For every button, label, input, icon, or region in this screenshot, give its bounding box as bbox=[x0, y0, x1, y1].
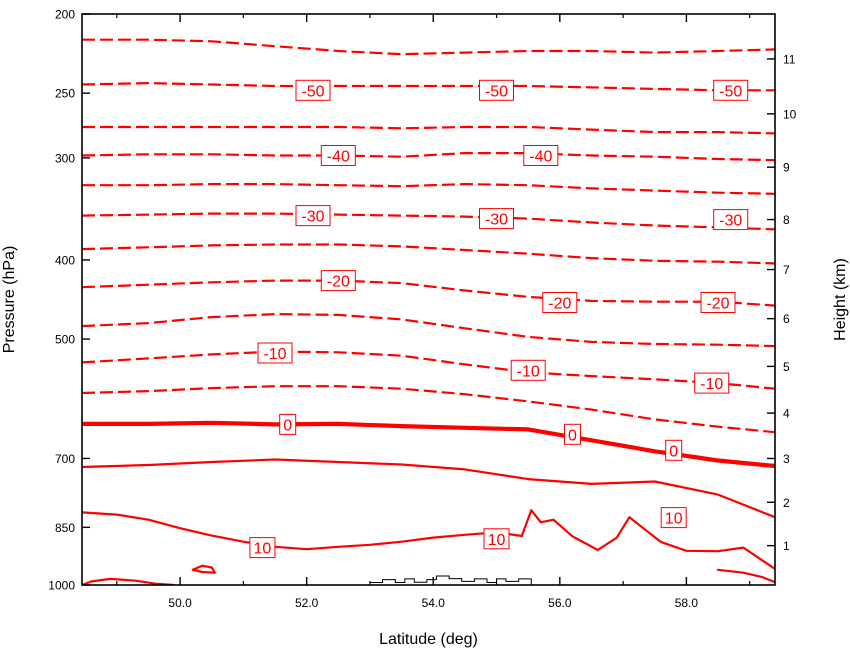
contour-line-6 bbox=[82, 243, 775, 265]
contour-label-box-5 bbox=[295, 205, 331, 227]
right-tick-label-3: 4 bbox=[783, 407, 790, 421]
contour-label-15: 0 bbox=[568, 427, 577, 444]
contour-label-box-15 bbox=[564, 423, 581, 445]
contour-label-box-16 bbox=[665, 439, 683, 461]
x-tick-label-0: 50.0 bbox=[168, 596, 192, 610]
right-tick-label-1: 2 bbox=[783, 496, 790, 510]
plot-area bbox=[82, 38, 775, 585]
contour-label-box-2 bbox=[713, 79, 749, 101]
contour-label-13: -10 bbox=[700, 376, 723, 393]
contour-label-17: 10 bbox=[254, 541, 272, 558]
y-tick-label-4: 500 bbox=[55, 333, 75, 347]
contour-label-8: -20 bbox=[327, 274, 350, 291]
x-axis-title: Latitude (deg) bbox=[379, 631, 478, 648]
contour-label-12: -10 bbox=[517, 363, 540, 380]
contour-line-0 bbox=[82, 38, 775, 56]
right-tick-label-7: 8 bbox=[783, 213, 790, 227]
contour-label-box-10 bbox=[700, 292, 736, 313]
y-axis-title: Pressure (hPa) bbox=[1, 246, 18, 354]
contour-line-4 bbox=[82, 183, 775, 195]
y-tick-label-0: 200 bbox=[55, 8, 75, 22]
y-tick-label-3: 400 bbox=[55, 253, 75, 267]
contour-label-9: -20 bbox=[548, 296, 571, 313]
contour-label-box-6 bbox=[479, 208, 514, 230]
contour-line-2 bbox=[82, 125, 775, 135]
contour-label-7: -30 bbox=[719, 213, 742, 230]
plot-frame bbox=[81, 13, 776, 586]
contour-label-3: -40 bbox=[327, 149, 350, 166]
contour-label-6: -30 bbox=[485, 212, 508, 229]
contour-label-box-3 bbox=[320, 145, 356, 166]
contour-line-9 bbox=[82, 350, 775, 390]
y-tick-label-1: 250 bbox=[55, 87, 75, 101]
right-tick-label-6: 7 bbox=[783, 263, 790, 277]
contour-label-16: 0 bbox=[669, 443, 678, 460]
right-tick-label-0: 1 bbox=[783, 539, 790, 553]
contour-label-box-11 bbox=[257, 342, 293, 364]
contour-label-0: -50 bbox=[301, 83, 324, 100]
contour-label-box-17 bbox=[249, 537, 276, 559]
x-tick-label-4: 58.0 bbox=[675, 596, 699, 610]
y-tick-label-7: 1000 bbox=[48, 579, 75, 593]
contour-label-2: -50 bbox=[719, 83, 742, 100]
y-tick-label-2: 300 bbox=[55, 151, 75, 165]
y-tick-label-6: 850 bbox=[55, 521, 75, 535]
contour-label-11: -10 bbox=[263, 346, 286, 363]
contour-line-14 bbox=[82, 577, 175, 585]
contour-line-5 bbox=[82, 212, 775, 231]
contour-label-box-0 bbox=[295, 79, 331, 101]
contour-label-19: 10 bbox=[665, 511, 683, 528]
contour-line-16 bbox=[716, 568, 775, 584]
contour-line-7 bbox=[82, 279, 775, 307]
y-tick-label-5: 700 bbox=[55, 452, 75, 466]
contour-label-box-8 bbox=[320, 270, 356, 292]
terrain-outline bbox=[360, 575, 532, 585]
contour-line-12 bbox=[82, 458, 775, 519]
contour-label-box-19 bbox=[660, 507, 687, 529]
contour-line-10 bbox=[82, 385, 775, 434]
right-tick-label-9: 10 bbox=[783, 107, 797, 121]
contour-label-5: -30 bbox=[301, 209, 324, 226]
contour-label-box-18 bbox=[483, 528, 510, 550]
contour-label-box-9 bbox=[542, 292, 578, 313]
contour-line-8 bbox=[82, 313, 775, 348]
right-tick-label-10: 11 bbox=[783, 52, 796, 66]
contour-label-18: 10 bbox=[488, 532, 506, 549]
contour-label-4: -40 bbox=[529, 149, 552, 166]
contour-label-box-1 bbox=[479, 79, 514, 101]
contour-line-15 bbox=[191, 564, 216, 574]
contour-label-box-12 bbox=[510, 359, 546, 381]
contour-line-3 bbox=[82, 152, 775, 162]
x-tick-label-2: 54.0 bbox=[422, 596, 446, 610]
x-tick-label-3: 56.0 bbox=[548, 596, 572, 610]
contour-line-1 bbox=[82, 81, 775, 92]
right-axis-title: Height (km) bbox=[832, 258, 849, 341]
right-tick-label-2: 3 bbox=[783, 452, 790, 466]
right-tick-label-5: 6 bbox=[783, 312, 790, 326]
contour-label-box-7 bbox=[713, 209, 749, 231]
right-tick-label-4: 5 bbox=[783, 360, 790, 374]
contour-label-14: 0 bbox=[283, 417, 292, 434]
contour-label-box-13 bbox=[694, 372, 730, 394]
x-tick-label-1: 52.0 bbox=[295, 596, 319, 610]
contour-label-box-4 bbox=[523, 145, 559, 166]
contour-label-1: -50 bbox=[485, 83, 508, 100]
axis-ticks: 50.0 52.0 54.0 56.0 58.020025030040050070085… bbox=[48, 8, 796, 611]
right-tick-label-8: 9 bbox=[783, 161, 790, 175]
contour-label-10: -20 bbox=[706, 296, 729, 313]
contour-label-box-14 bbox=[279, 413, 297, 435]
